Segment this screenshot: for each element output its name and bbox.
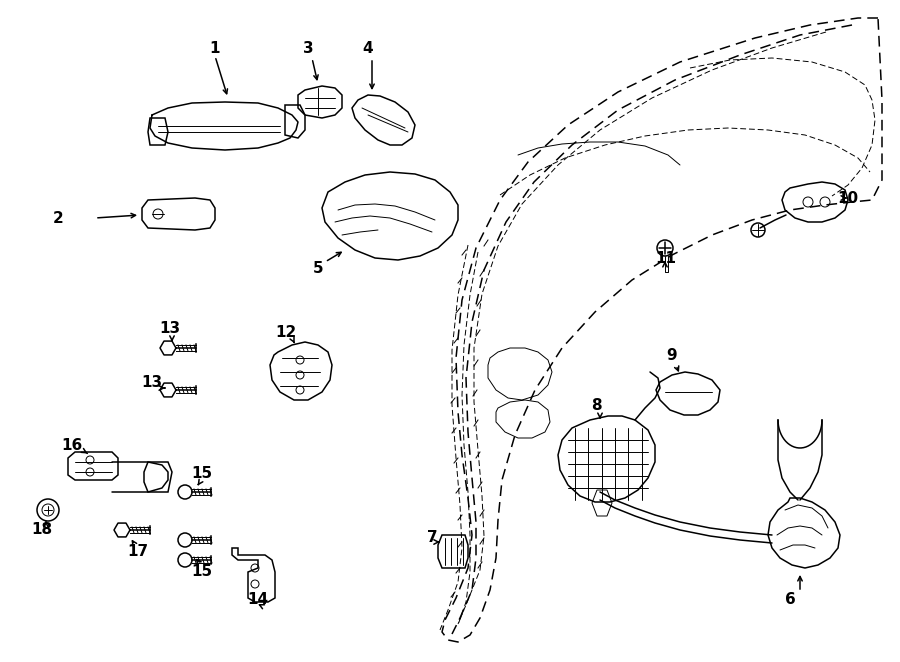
Text: 14: 14: [248, 592, 268, 608]
Text: 3: 3: [302, 40, 313, 56]
Text: 12: 12: [275, 324, 297, 340]
Text: 1: 1: [210, 40, 220, 56]
Text: 16: 16: [61, 438, 83, 453]
Text: 11: 11: [655, 250, 677, 265]
Text: 8: 8: [590, 397, 601, 412]
Text: 6: 6: [785, 592, 796, 608]
Text: 4: 4: [363, 40, 374, 56]
Text: 10: 10: [837, 191, 859, 205]
Text: 2: 2: [52, 211, 63, 226]
Text: 13: 13: [159, 320, 181, 336]
Text: 5: 5: [312, 261, 323, 275]
Text: 15: 15: [192, 467, 212, 481]
Text: 13: 13: [141, 375, 163, 389]
Text: 7: 7: [427, 530, 437, 545]
Text: 17: 17: [128, 545, 148, 559]
Text: 15: 15: [192, 565, 212, 579]
Text: 9: 9: [667, 348, 678, 363]
Text: 18: 18: [32, 522, 52, 538]
